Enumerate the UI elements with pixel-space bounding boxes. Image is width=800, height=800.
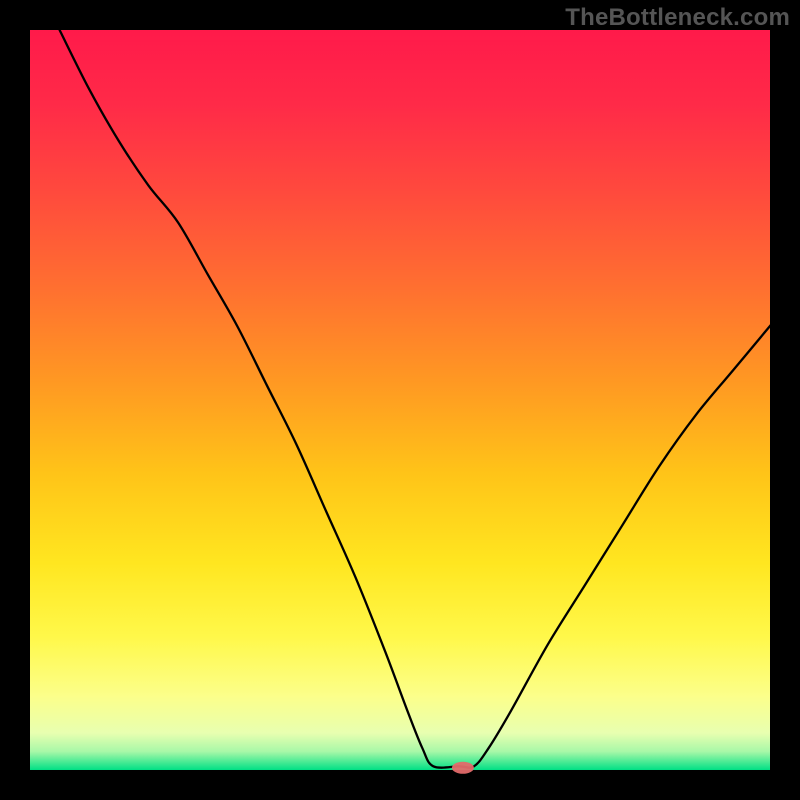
chart-gradient-bg — [30, 30, 770, 770]
chart-container: TheBottleneck.com — [0, 0, 800, 800]
watermark-text: TheBottleneck.com — [565, 4, 790, 32]
bottleneck-chart — [0, 0, 800, 800]
optimal-point-marker — [452, 762, 474, 774]
